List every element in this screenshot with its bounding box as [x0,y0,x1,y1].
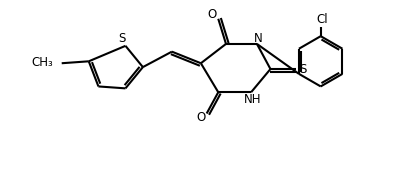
Text: S: S [119,32,126,45]
Text: N: N [254,32,262,45]
Text: O: O [208,8,217,21]
Text: NH: NH [244,93,262,106]
Text: CH₃: CH₃ [32,56,53,69]
Text: O: O [196,111,206,124]
Text: S: S [299,63,306,76]
Text: Cl: Cl [317,14,329,26]
